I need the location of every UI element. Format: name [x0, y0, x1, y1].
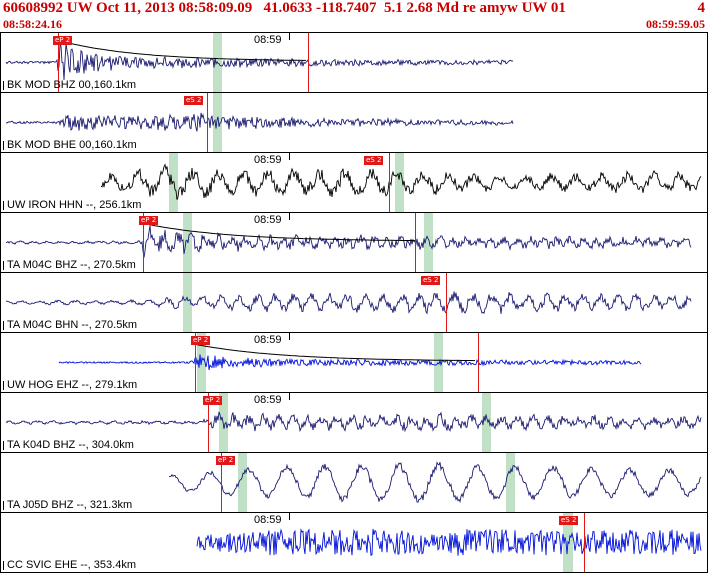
station-label: BK MOD BHZ 00,160.1km	[7, 79, 136, 91]
pick-window-band	[395, 153, 404, 212]
phase-pick-flag[interactable]: eP 2	[216, 456, 236, 465]
station-label: TA M04C BHZ --, 270.5km	[7, 259, 136, 271]
time-tick-label: 08:59	[254, 334, 282, 346]
phase-pick-line[interactable]	[308, 33, 309, 92]
station-label: TA K04D BHZ --, 304.0km	[7, 439, 134, 451]
phase-pick-line[interactable]	[143, 213, 144, 272]
station-label: CC SVIC EHE --, 353.4km	[7, 559, 136, 571]
station-label-tick	[3, 201, 4, 210]
pick-window-band	[482, 393, 491, 452]
waveform-trace	[6, 112, 514, 132]
time-tick-mark	[289, 393, 290, 400]
station-label-tick	[3, 381, 4, 390]
pick-window-band	[169, 153, 178, 212]
trace-panel[interactable]: 08:59 BK MOD BHZ 00,160.1km eP 2	[1, 33, 707, 93]
station-label-tick	[3, 141, 4, 150]
station-label-tick	[3, 561, 4, 570]
phase-pick-line[interactable]	[208, 393, 209, 452]
pick-window-band	[434, 333, 443, 392]
station-label: TA M04C BHN --, 270.5km	[7, 319, 137, 331]
phase-pick-flag[interactable]: eP 2	[191, 336, 211, 345]
trace-panel[interactable]: 08:59 TA M04C BHZ --, 270.5km eP 2	[1, 213, 707, 273]
phase-pick-line[interactable]	[415, 213, 416, 272]
waveform-trace	[196, 528, 702, 557]
phase-pick-line[interactable]	[584, 513, 585, 572]
trace-panel[interactable]: BK MOD BHE 00,160.1km eS 2	[1, 93, 707, 153]
station-label: BK MOD BHE 00,160.1km	[7, 139, 137, 151]
waveform-trace	[5, 222, 692, 258]
pick-window-band	[238, 453, 247, 512]
waveform-panels: 08:59 BK MOD BHZ 00,160.1km eP 2 BK MOD …	[0, 32, 708, 573]
page-indicator: 4	[697, 0, 706, 16]
waveform-trace	[5, 39, 514, 81]
station-label-tick	[3, 321, 4, 330]
waveform-trace	[58, 343, 642, 371]
phase-pick-line[interactable]	[389, 153, 390, 212]
time-tick-mark	[289, 333, 290, 340]
phase-pick-line[interactable]	[207, 93, 208, 152]
time-tick-label: 08:59	[254, 214, 282, 226]
time-tick-label: 08:59	[254, 154, 282, 166]
station-label-tick	[3, 81, 4, 90]
trace-panel[interactable]: 08:59 UW HOG EHZ --, 279.1km eP 2	[1, 333, 707, 393]
time-tick-label: 08:59	[254, 34, 282, 46]
coda-decay-curve	[194, 343, 476, 362]
pick-window-band	[213, 93, 222, 152]
time-tick-mark	[289, 513, 290, 520]
station-label: TA J05D BHZ --, 321.3km	[7, 499, 133, 511]
station-label-tick	[3, 261, 4, 270]
station-label: UW IRON HHN --, 256.1km	[7, 199, 142, 211]
phase-pick-flag[interactable]: eP 2	[53, 36, 73, 45]
phase-pick-flag[interactable]: eP 2	[203, 396, 223, 405]
event-header: 60608992 UW Oct 11, 2013 08:58:09.09 41.…	[0, 0, 708, 17]
phase-pick-flag[interactable]: eS 2	[364, 156, 384, 165]
waveform-trace	[169, 461, 702, 504]
phase-pick-line[interactable]	[478, 333, 479, 392]
waveform-trace	[5, 291, 692, 315]
pick-window-band	[506, 453, 515, 512]
waveform-trace	[5, 411, 702, 433]
trace-panel[interactable]: TA M04C BHN --, 270.5km eS 2	[1, 273, 707, 333]
phase-pick-line[interactable]	[221, 453, 222, 512]
phase-pick-line[interactable]	[446, 273, 447, 332]
trace-panel[interactable]: 08:59 UW IRON HHN --, 256.1km eS 2	[1, 153, 707, 213]
time-tick-mark	[289, 213, 290, 220]
window-end-time: 08:59:59.05	[646, 17, 705, 31]
phase-pick-flag[interactable]: eS 2	[421, 276, 441, 285]
phase-pick-line[interactable]	[195, 333, 196, 392]
phase-pick-line[interactable]	[58, 33, 59, 92]
trace-panel[interactable]: 08:59 CC SVIC EHE --, 353.4km eS 2	[1, 513, 707, 573]
time-tick-label: 08:59	[254, 514, 282, 526]
time-tick-mark	[289, 153, 290, 160]
phase-pick-flag[interactable]: eP 2	[139, 216, 159, 225]
coda-decay-curve	[142, 222, 416, 242]
pick-window-band	[183, 273, 192, 332]
pick-window-band	[424, 213, 433, 272]
phase-pick-flag[interactable]: eS 2	[184, 96, 204, 105]
event-summary: 60608992 UW Oct 11, 2013 08:58:09.09 41.…	[3, 0, 566, 16]
trace-panel[interactable]: TA J05D BHZ --, 321.3km eP 2	[1, 453, 707, 513]
trace-panel[interactable]: 08:59 TA K04D BHZ --, 304.0km eP 2	[1, 393, 707, 453]
station-label: UW HOG EHZ --, 279.1km	[7, 379, 138, 391]
station-label-tick	[3, 501, 4, 510]
coda-decay-curve	[57, 39, 306, 61]
station-label-tick	[3, 441, 4, 450]
window-start-time: 08:58:24.16	[3, 17, 62, 31]
time-tick-label: 08:59	[254, 394, 282, 406]
time-window-row: 08:58:24.16 08:59:59.05	[0, 17, 708, 32]
phase-pick-flag[interactable]: eS 2	[559, 516, 579, 525]
waveform-trace	[100, 163, 702, 200]
time-tick-mark	[289, 33, 290, 40]
